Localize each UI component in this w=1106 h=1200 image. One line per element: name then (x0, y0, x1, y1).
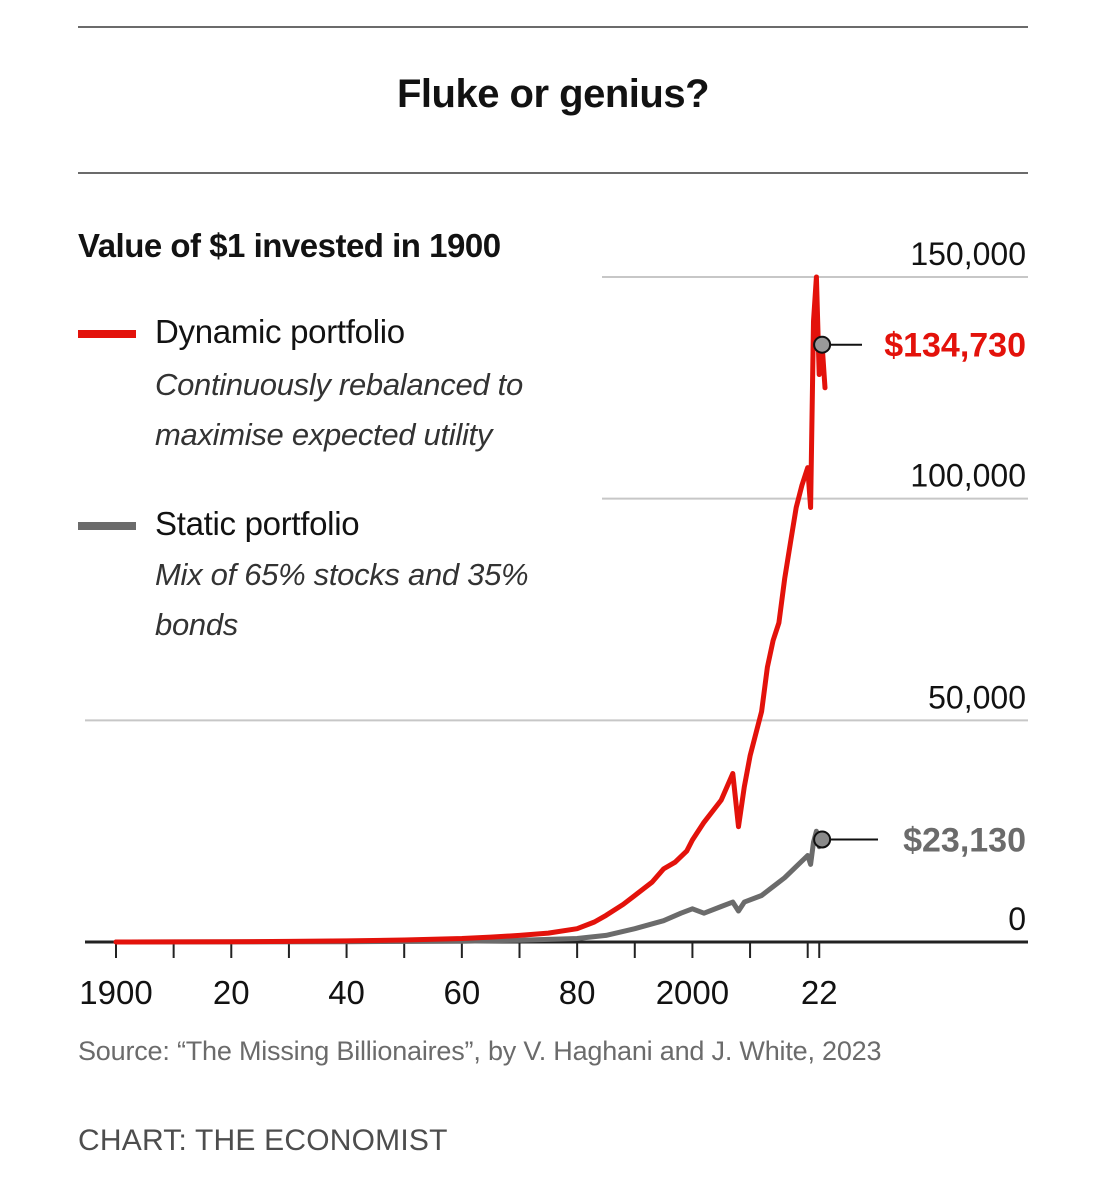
legend-swatch-static (78, 522, 136, 530)
top-rule (78, 26, 1028, 28)
annotation-label-static: $23,130 (903, 821, 1026, 859)
chart-source: Source: “The Missing Billionaires”, by V… (78, 1036, 882, 1066)
x-tick-label: 60 (443, 974, 480, 1011)
title-rule (78, 172, 1028, 174)
chart-credit: CHART: THE ECONOMIST (78, 1124, 448, 1157)
x-tick-label: 22 (801, 974, 838, 1011)
y-tick-label: 50,000 (928, 679, 1026, 715)
x-tick-label: 1900 (79, 974, 152, 1011)
series-line-dynamic (113, 274, 828, 945)
y-tick-label: 100,000 (910, 458, 1026, 494)
annotation-dot (813, 335, 832, 354)
legend-description-static: Mix of 65% stocks and 35% bonds (155, 557, 529, 642)
x-tick-label: 40 (328, 974, 365, 1011)
legend-label-dynamic: Dynamic portfolio (155, 313, 405, 350)
series-line-static (113, 828, 825, 945)
x-tick-label: 20 (213, 974, 250, 1011)
y-tick-label: 0 (1008, 901, 1026, 937)
annotation-label-dynamic: $134,730 (884, 327, 1026, 365)
line-chart: 0 50,000 100,000 150,000 1900 20 40 60 80 2000 22 $… (79, 236, 1028, 1011)
legend-swatch-dynamic (78, 330, 136, 338)
x-tick-label: 80 (559, 974, 596, 1011)
annotation-dot (813, 830, 832, 849)
chart-title: Fluke or genius? (396, 72, 710, 116)
y-tick-label: 150,000 (910, 236, 1026, 272)
x-tick-label: 2000 (656, 974, 729, 1011)
legend-description-dynamic: Continuously rebalanced to maximise expe… (155, 367, 523, 452)
legend-label-static: Static portfolio (155, 505, 360, 542)
chart-subtitle: Value of $1 invested in 1900 (78, 227, 501, 264)
